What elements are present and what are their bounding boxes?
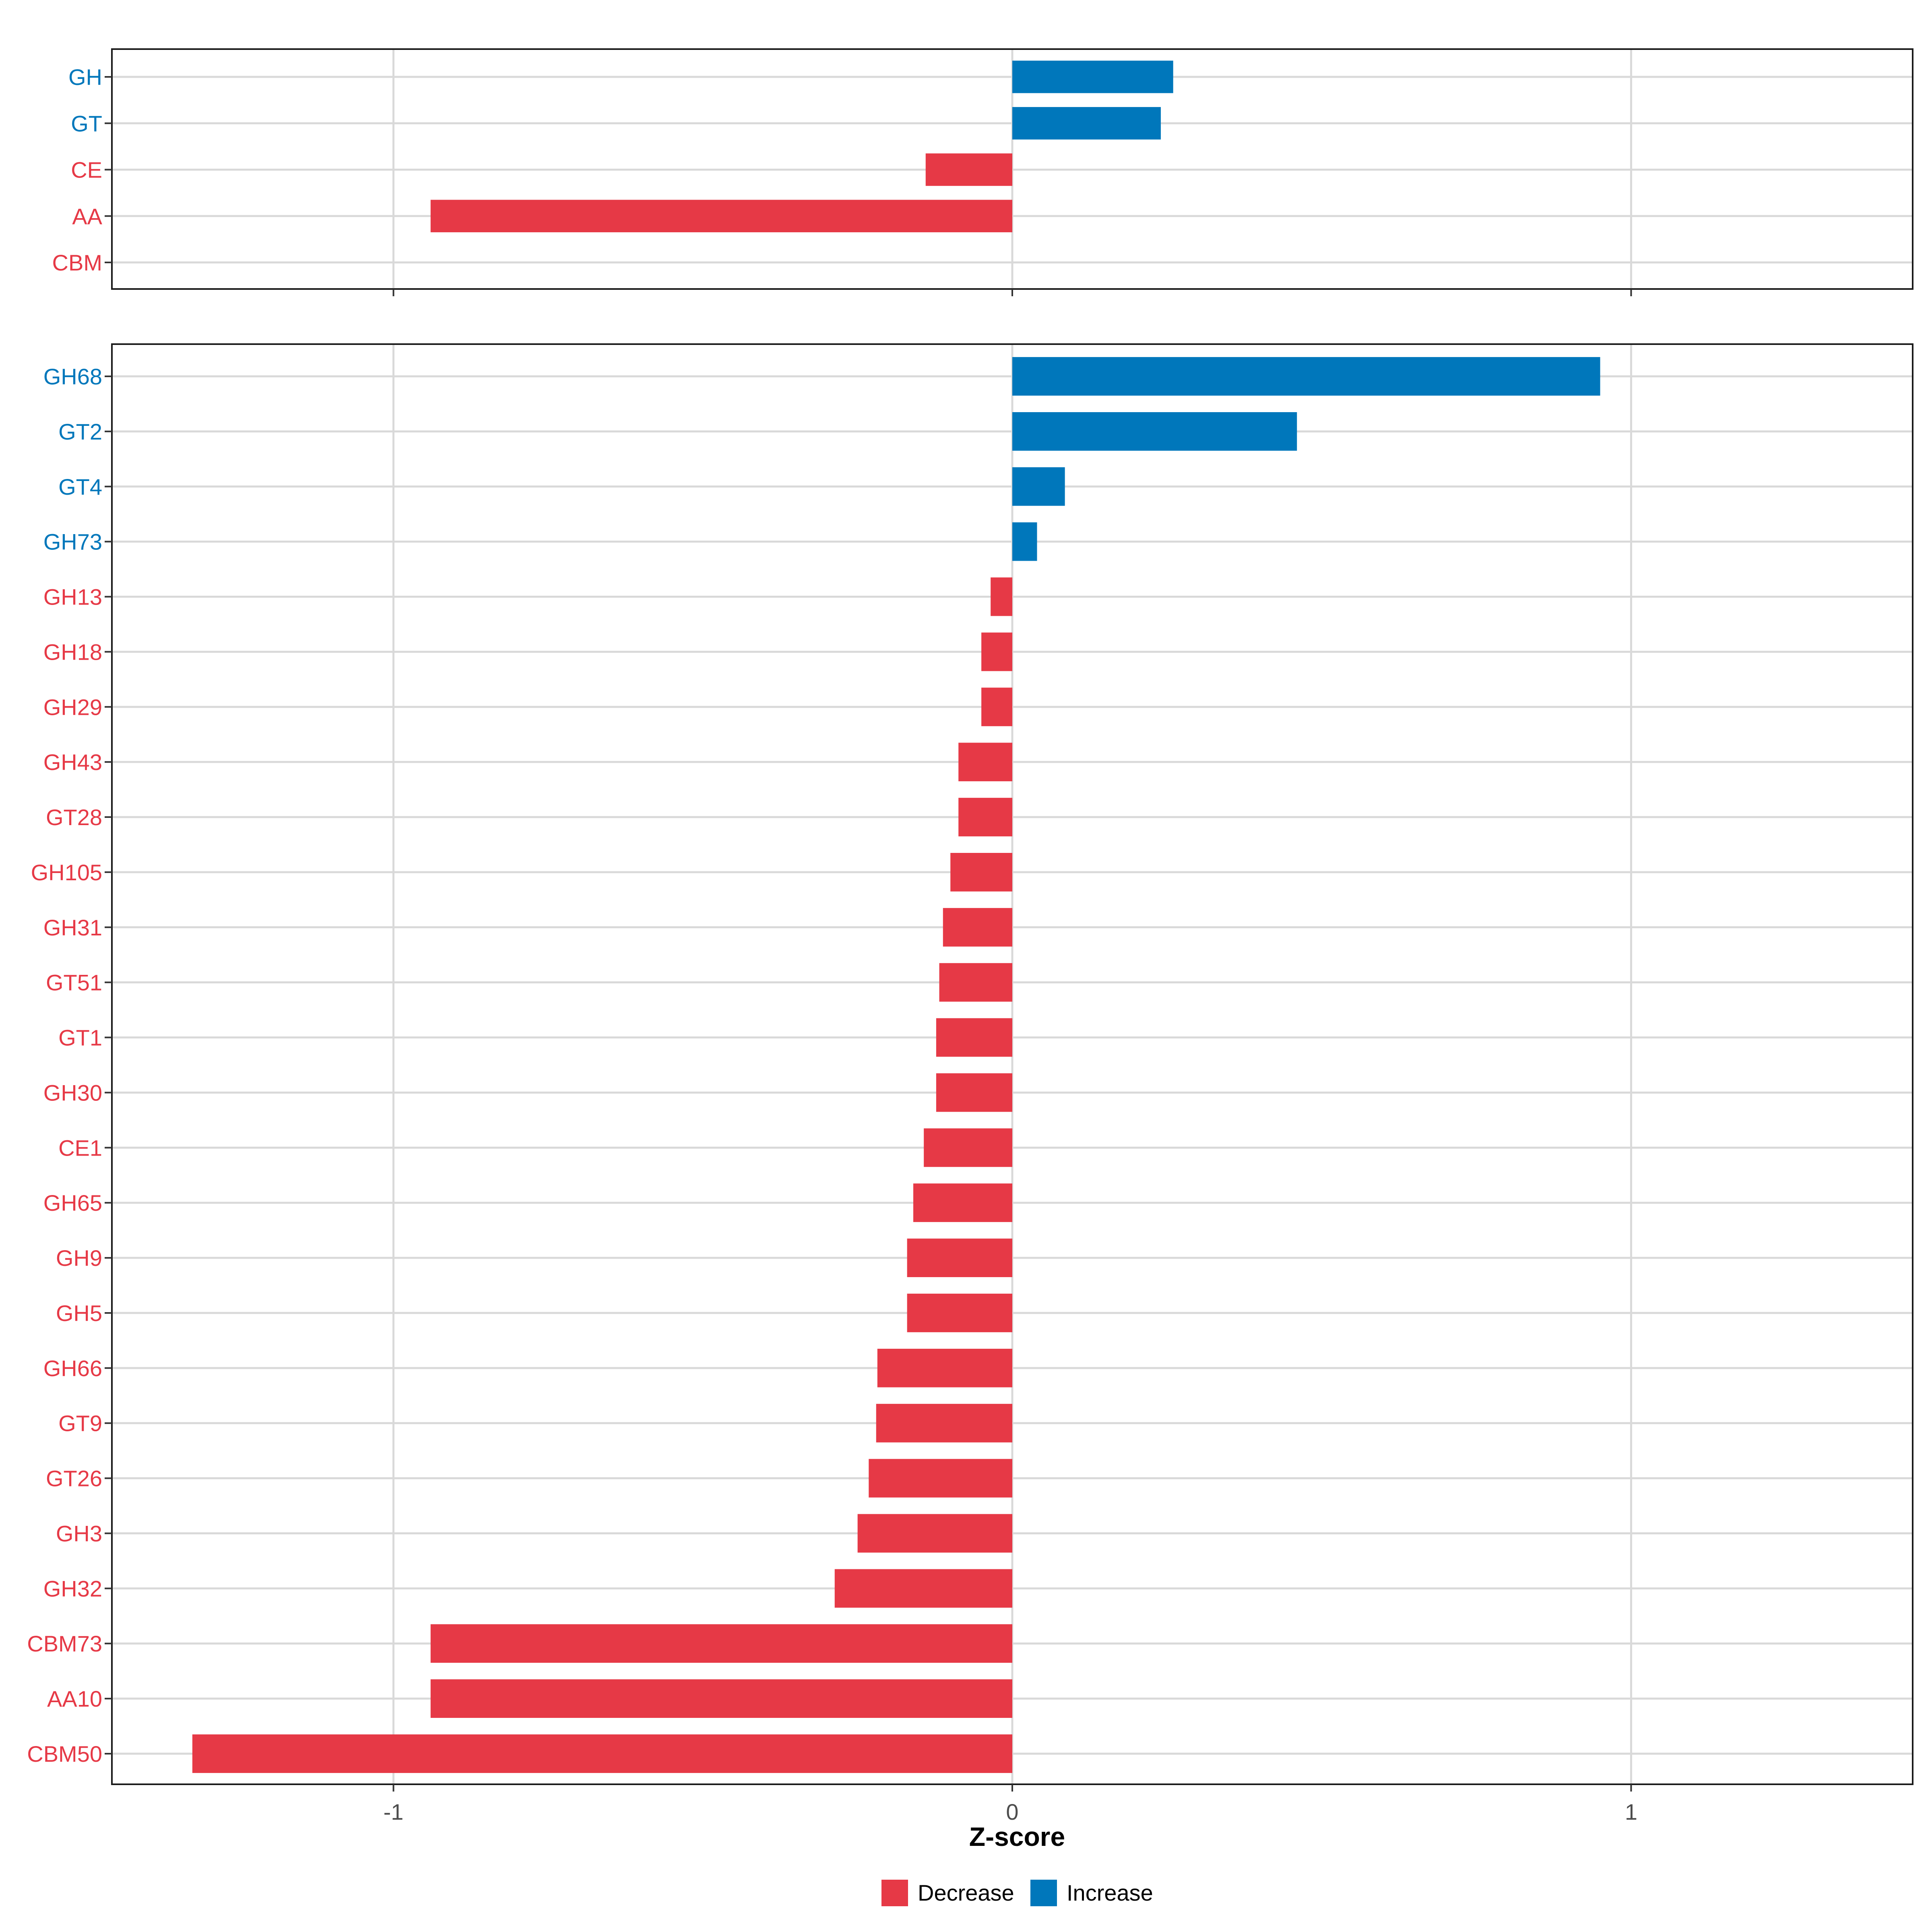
- bar-ce: [925, 153, 1012, 186]
- bar-gh68: [1012, 357, 1600, 396]
- bar-ce1: [924, 1128, 1012, 1167]
- bar-gt28: [958, 798, 1012, 836]
- bar-gt26: [869, 1459, 1012, 1498]
- bar-gh: [1012, 60, 1173, 93]
- bar-gh30: [936, 1073, 1012, 1112]
- y-tick-label-gh: GH: [68, 64, 102, 90]
- bar-gh73: [1012, 522, 1037, 561]
- legend-label-decrease: Decrease: [918, 1880, 1014, 1905]
- y-tick-label-gh68: GH68: [43, 364, 102, 389]
- bar-gh65: [913, 1183, 1012, 1222]
- bar-gt2: [1012, 412, 1297, 451]
- y-tick-label-gh18: GH18: [43, 639, 102, 665]
- bar-gh66: [877, 1348, 1012, 1387]
- bar-aa: [430, 200, 1012, 233]
- bar-gh18: [981, 632, 1012, 671]
- bar-gh3: [857, 1514, 1012, 1553]
- y-tick-label-gh66: GH66: [43, 1356, 102, 1381]
- y-tick-label-gt51: GT51: [46, 970, 102, 995]
- y-tick-label-cbm: CBM: [52, 250, 102, 275]
- legend: Decrease Increase: [881, 1880, 1153, 1906]
- y-tick-label-gt2: GT2: [58, 419, 102, 444]
- y-tick-label-gh3: GH3: [56, 1521, 102, 1546]
- bar-gh5: [907, 1294, 1012, 1332]
- y-tick-label-cbm50: CBM50: [27, 1741, 102, 1767]
- y-tick-label-gh73: GH73: [43, 529, 102, 555]
- legend-label-increase: Increase: [1067, 1880, 1153, 1905]
- y-tick-label-gh5: GH5: [56, 1300, 102, 1326]
- x-tick-label: 1: [1625, 1799, 1637, 1825]
- y-tick-label-gt1: GT1: [58, 1025, 102, 1051]
- top-panel: GH GT CE AA CBM: [52, 48, 1913, 296]
- y-tick-label-cbm73: CBM73: [27, 1631, 102, 1656]
- y-tick-label-gt4: GT4: [58, 474, 102, 500]
- bar-gt: [1012, 107, 1161, 140]
- y-tick-label-gt28: GT28: [46, 805, 102, 830]
- bar-gh29: [981, 687, 1012, 727]
- bar-gt9: [876, 1404, 1012, 1443]
- y-tick-label-gt9: GT9: [58, 1411, 102, 1436]
- bar-gh9: [907, 1238, 1012, 1277]
- y-tick-label-gh29: GH29: [43, 694, 102, 720]
- bar-aa10: [430, 1679, 1012, 1718]
- y-tick-label-aa10: AA10: [47, 1686, 102, 1711]
- bar-gt4: [1012, 467, 1065, 506]
- legend-swatch-increase: [1030, 1880, 1057, 1906]
- bar-gt1: [936, 1018, 1012, 1057]
- bar-gh32: [834, 1569, 1012, 1608]
- bar-cbm50: [192, 1734, 1013, 1773]
- x-tick-label: -1: [384, 1799, 404, 1825]
- y-tick-label-gh43: GH43: [43, 749, 102, 775]
- y-tick-label-gh105: GH105: [31, 860, 102, 885]
- y-tick-label-aa: AA: [72, 204, 102, 229]
- y-tick-label-gh9: GH9: [56, 1245, 102, 1271]
- x-axis-title: Z-score: [969, 1822, 1065, 1852]
- y-tick-label-gt: GT: [71, 111, 102, 136]
- bar-gh31: [943, 908, 1012, 947]
- y-tick-label-gh32: GH32: [43, 1576, 102, 1601]
- y-tick-label-gh31: GH31: [43, 915, 102, 940]
- bar-gh43: [958, 743, 1012, 782]
- bar-cbm73: [430, 1624, 1012, 1663]
- legend-swatch-decrease: [881, 1880, 908, 1906]
- y-tick-label-ce1: CE1: [58, 1135, 102, 1160]
- y-tick-label-gh30: GH30: [43, 1080, 102, 1105]
- y-tick-label-gh65: GH65: [43, 1190, 102, 1216]
- y-tick-label-gt26: GT26: [46, 1466, 102, 1491]
- bottom-panel: GH68 GT2 GT4 GH73 GH13 GH18 GH29 GH43 GT28 GH105 G…: [27, 343, 1913, 1825]
- bar-gt51: [939, 963, 1012, 1002]
- bar-gh105: [950, 853, 1012, 892]
- x-tick-label: 0: [1006, 1799, 1018, 1825]
- y-tick-label-gh13: GH13: [43, 584, 102, 610]
- y-tick-label-ce: CE: [71, 157, 102, 183]
- bar-gh13: [991, 577, 1012, 616]
